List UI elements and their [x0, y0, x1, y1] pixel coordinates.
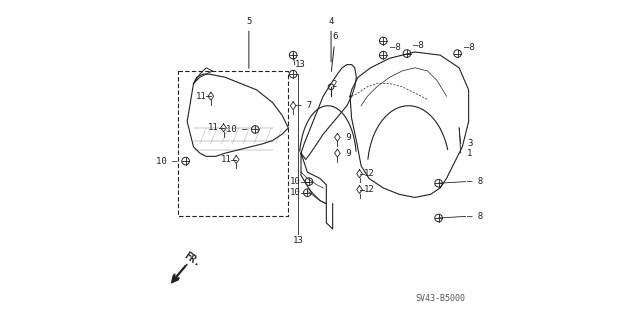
Text: 11: 11 [221, 155, 232, 164]
Text: 1: 1 [467, 149, 472, 158]
Text: — 8: — 8 [467, 212, 483, 221]
Text: 10: 10 [291, 177, 301, 186]
Text: 12: 12 [364, 169, 375, 178]
Text: —8: —8 [464, 43, 475, 52]
Text: — 8: — 8 [467, 177, 483, 186]
Text: — 7: — 7 [296, 101, 312, 110]
Text: 13: 13 [294, 60, 305, 69]
Text: 9: 9 [340, 149, 351, 158]
Text: 10 —: 10 — [226, 125, 247, 134]
Text: 10: 10 [291, 188, 301, 197]
Text: 4: 4 [328, 17, 333, 62]
Text: —8: —8 [390, 43, 400, 52]
Text: 11: 11 [208, 123, 219, 132]
Text: 10 —: 10 — [156, 157, 177, 166]
Text: 9: 9 [340, 133, 351, 142]
Text: 2: 2 [331, 80, 337, 89]
Text: 11: 11 [195, 92, 206, 101]
Text: 6: 6 [332, 32, 338, 71]
Text: 13: 13 [292, 236, 303, 245]
Text: 5: 5 [246, 17, 252, 68]
Text: 12: 12 [364, 185, 375, 194]
Text: SV43-B5000: SV43-B5000 [415, 294, 465, 303]
Circle shape [328, 84, 334, 90]
Text: 3: 3 [467, 139, 472, 148]
Text: FR.: FR. [182, 250, 203, 269]
Text: —8: —8 [413, 41, 424, 50]
